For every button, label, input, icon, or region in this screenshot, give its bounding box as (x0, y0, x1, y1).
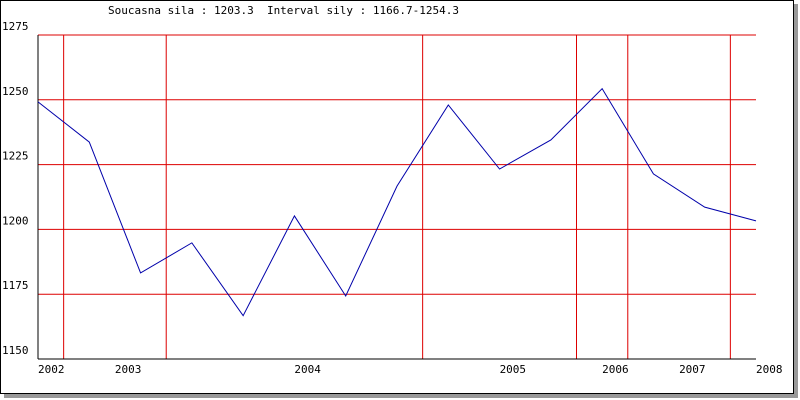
y-tick-label: 1200 (2, 214, 29, 227)
y-tick-label: 1275 (2, 20, 29, 33)
chart-title: Soucasna sila : 1203.3 Interval sily : 1… (108, 4, 459, 17)
x-tick-label: 2002 (38, 363, 65, 376)
x-tick-label: 2005 (500, 363, 526, 376)
y-tick-label: 1150 (2, 344, 29, 357)
frame (0, 0, 794, 394)
x-tick-label: 2003 (115, 363, 142, 376)
x-tick-label: 2004 (294, 363, 321, 376)
y-tick-label: 1250 (2, 85, 29, 98)
x-tick-label: 2006 (602, 363, 629, 376)
x-tick-label: 2007 (679, 363, 706, 376)
y-tick-label: 1225 (2, 150, 29, 163)
line (37, 87, 757, 317)
y-tick-label: 1175 (2, 279, 29, 292)
x-tick-label: 2008 (756, 363, 783, 376)
